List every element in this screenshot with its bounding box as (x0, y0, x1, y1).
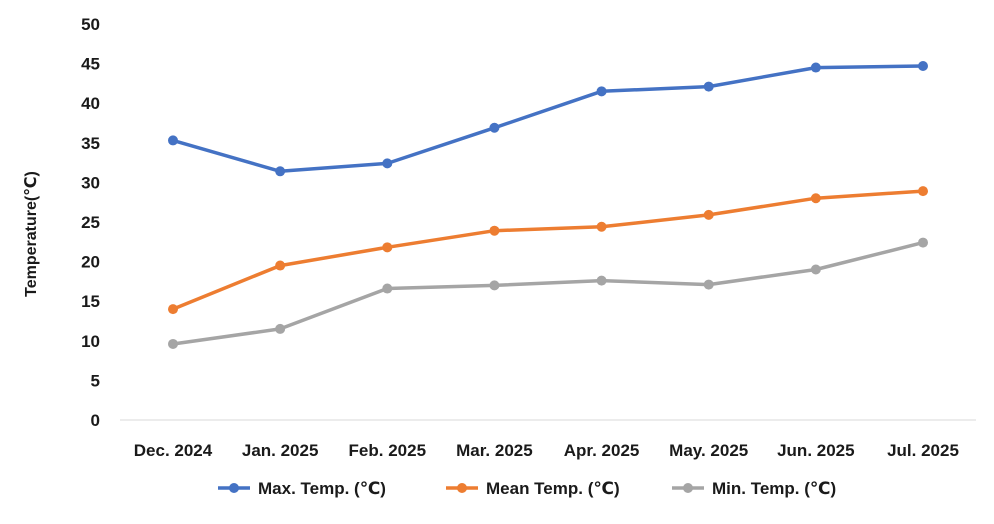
y-axis-title: Temperature(℃) (23, 171, 40, 297)
y-tick-label: 45 (81, 55, 100, 74)
data-point (489, 225, 500, 236)
series-line (171, 240, 925, 346)
data-point (596, 275, 607, 286)
data-point (918, 60, 928, 71)
x-tick-label: Apr. 2025 (564, 441, 640, 460)
legend-item: Min. Temp. (℃) (672, 479, 836, 498)
data-point (489, 122, 500, 133)
legend-swatch-marker (457, 483, 467, 493)
y-tick-label: 25 (81, 213, 100, 232)
legend-swatch-marker (683, 483, 693, 493)
y-tick-label: 30 (81, 173, 100, 192)
data-point (382, 283, 393, 294)
data-point (596, 221, 607, 232)
y-tick-label: 40 (81, 94, 100, 113)
series-3 (168, 237, 928, 349)
legend: Max. Temp. (℃) Mean Temp. (℃) Min. Temp. (… (218, 479, 836, 498)
x-tick-label: May. 2025 (669, 441, 748, 460)
x-tick-label: Mar. 2025 (456, 441, 533, 460)
legend-label: Max. Temp. (℃) (258, 479, 386, 498)
data-point (489, 280, 500, 291)
series-layer (168, 60, 928, 349)
y-tick-label: 5 (91, 371, 100, 390)
x-tick-label: Jul. 2025 (887, 441, 959, 460)
data-point (596, 86, 607, 97)
data-point (703, 279, 714, 290)
legend-item: Max. Temp. (℃) (218, 479, 386, 498)
y-tick-label: 35 (81, 134, 100, 153)
data-point (275, 323, 286, 334)
data-point (703, 81, 714, 92)
y-tick-label: 50 (81, 15, 100, 34)
series-2 (168, 186, 928, 315)
data-point (382, 242, 393, 253)
data-point (810, 264, 821, 275)
series-line (171, 189, 925, 311)
y-tick-label: 15 (81, 292, 100, 311)
axis-layer: 0 5 10 15 20 25 30 35 40 45 50 Dec. 2024 Jan. 2025 Fe… (81, 15, 976, 460)
data-point (918, 237, 928, 248)
data-point (918, 186, 928, 197)
series-line (171, 64, 925, 174)
data-point (275, 260, 286, 271)
y-tick-label: 10 (81, 332, 100, 351)
series-1 (168, 60, 928, 177)
data-point (703, 209, 714, 220)
data-point (275, 166, 286, 177)
data-point (168, 304, 178, 315)
y-tick-label: 20 (81, 253, 100, 272)
legend-swatch-marker (229, 483, 239, 493)
data-point (168, 338, 178, 349)
legend-item: Mean Temp. (℃) (446, 479, 620, 498)
legend-label: Min. Temp. (℃) (712, 479, 836, 498)
data-point (382, 158, 393, 169)
data-point (810, 62, 821, 73)
legend-label: Mean Temp. (℃) (486, 479, 620, 498)
x-tick-label: Dec. 2024 (134, 441, 213, 460)
y-tick-label: 0 (91, 411, 100, 430)
data-point (810, 193, 821, 204)
data-point (168, 135, 178, 146)
x-tick-label: Jun. 2025 (777, 441, 855, 460)
x-tick-label: Feb. 2025 (349, 441, 427, 460)
x-tick-label: Jan. 2025 (242, 441, 319, 460)
